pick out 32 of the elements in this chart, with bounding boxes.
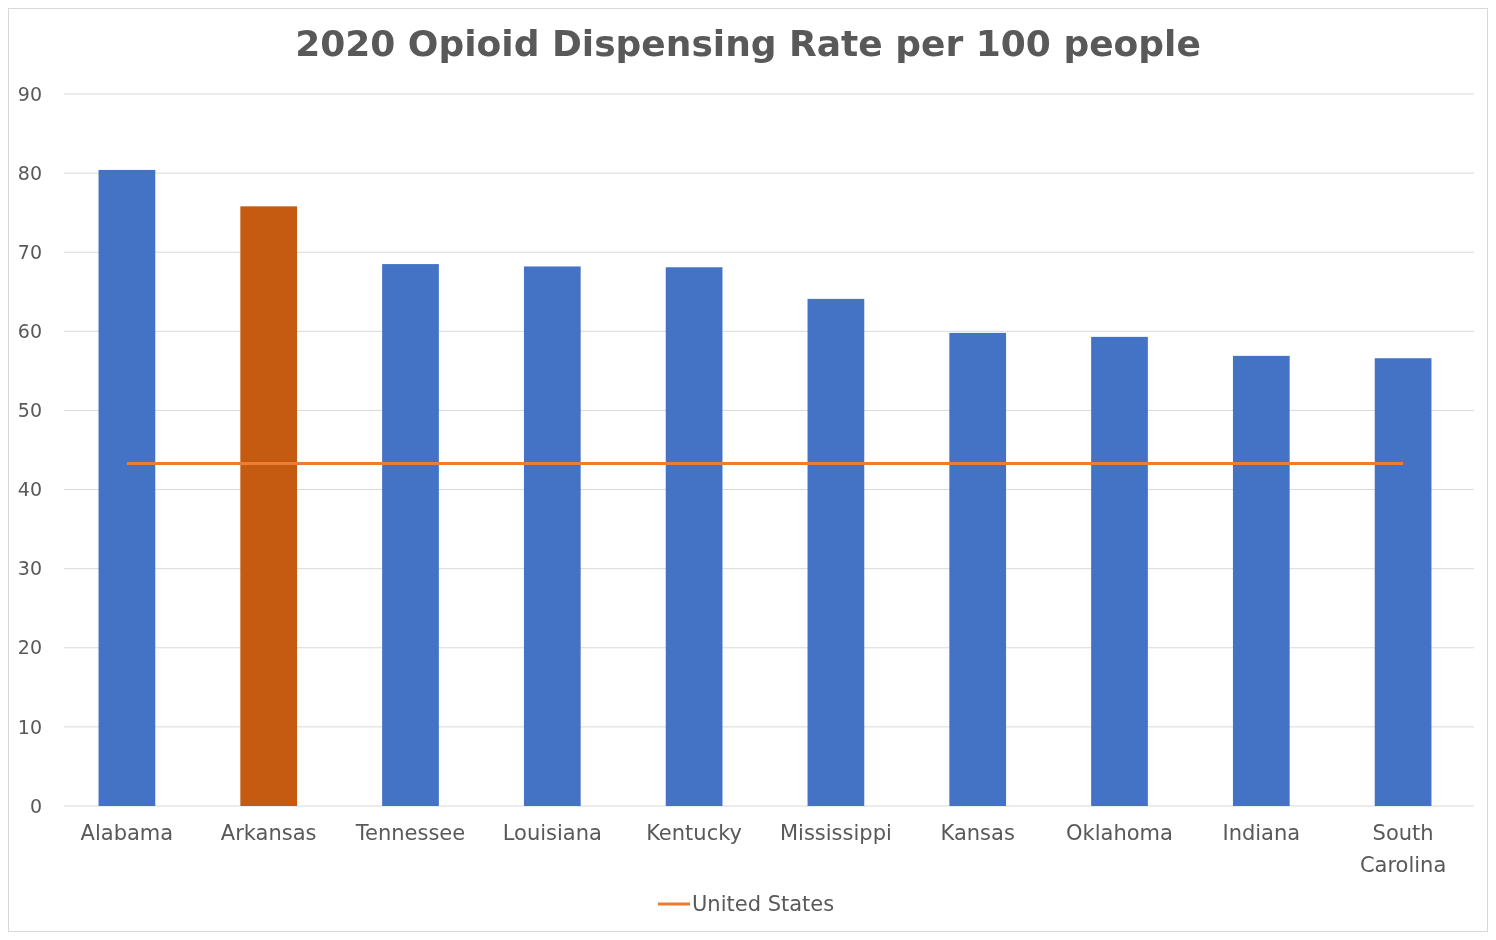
y-tick-label: 40 bbox=[17, 478, 42, 501]
x-tick-label: South Carolina bbox=[1359, 821, 1447, 877]
y-tick-label: 90 bbox=[17, 82, 42, 105]
y-tick-label: 0 bbox=[29, 794, 42, 817]
x-tick-label: Tennessee bbox=[354, 821, 466, 845]
x-tick-label: Oklahoma bbox=[1066, 821, 1173, 845]
y-tick-label: 60 bbox=[17, 319, 42, 342]
bar bbox=[807, 298, 865, 806]
x-tick-label: Arkansas bbox=[220, 821, 317, 845]
bar bbox=[1232, 355, 1290, 806]
bar bbox=[1091, 336, 1148, 806]
x-tick-label: Indiana bbox=[1222, 821, 1301, 845]
y-tick-label: 30 bbox=[17, 557, 42, 580]
x-tick-label: Mississippi bbox=[779, 821, 892, 845]
y-tick-label: 10 bbox=[17, 715, 42, 738]
bar bbox=[523, 266, 581, 806]
y-tick-label: 80 bbox=[17, 161, 42, 184]
y-tick-label: 20 bbox=[17, 636, 42, 659]
bar bbox=[98, 169, 156, 806]
x-tick-label: Kansas bbox=[940, 821, 1015, 845]
bar bbox=[382, 264, 439, 806]
bar bbox=[665, 267, 723, 806]
y-tick-label: 50 bbox=[17, 399, 42, 422]
chart-title: 2020 Opioid Dispensing Rate per 100 people bbox=[295, 23, 1201, 64]
y-tick-label: 70 bbox=[17, 240, 42, 263]
x-tick-label: Alabama bbox=[80, 821, 174, 845]
legend-label: United States bbox=[692, 892, 835, 917]
x-tick-label: Louisiana bbox=[502, 821, 602, 845]
x-tick-label: Kentucky bbox=[646, 821, 743, 845]
bar bbox=[949, 332, 1007, 806]
bar bbox=[1374, 358, 1432, 806]
bar bbox=[240, 206, 298, 806]
